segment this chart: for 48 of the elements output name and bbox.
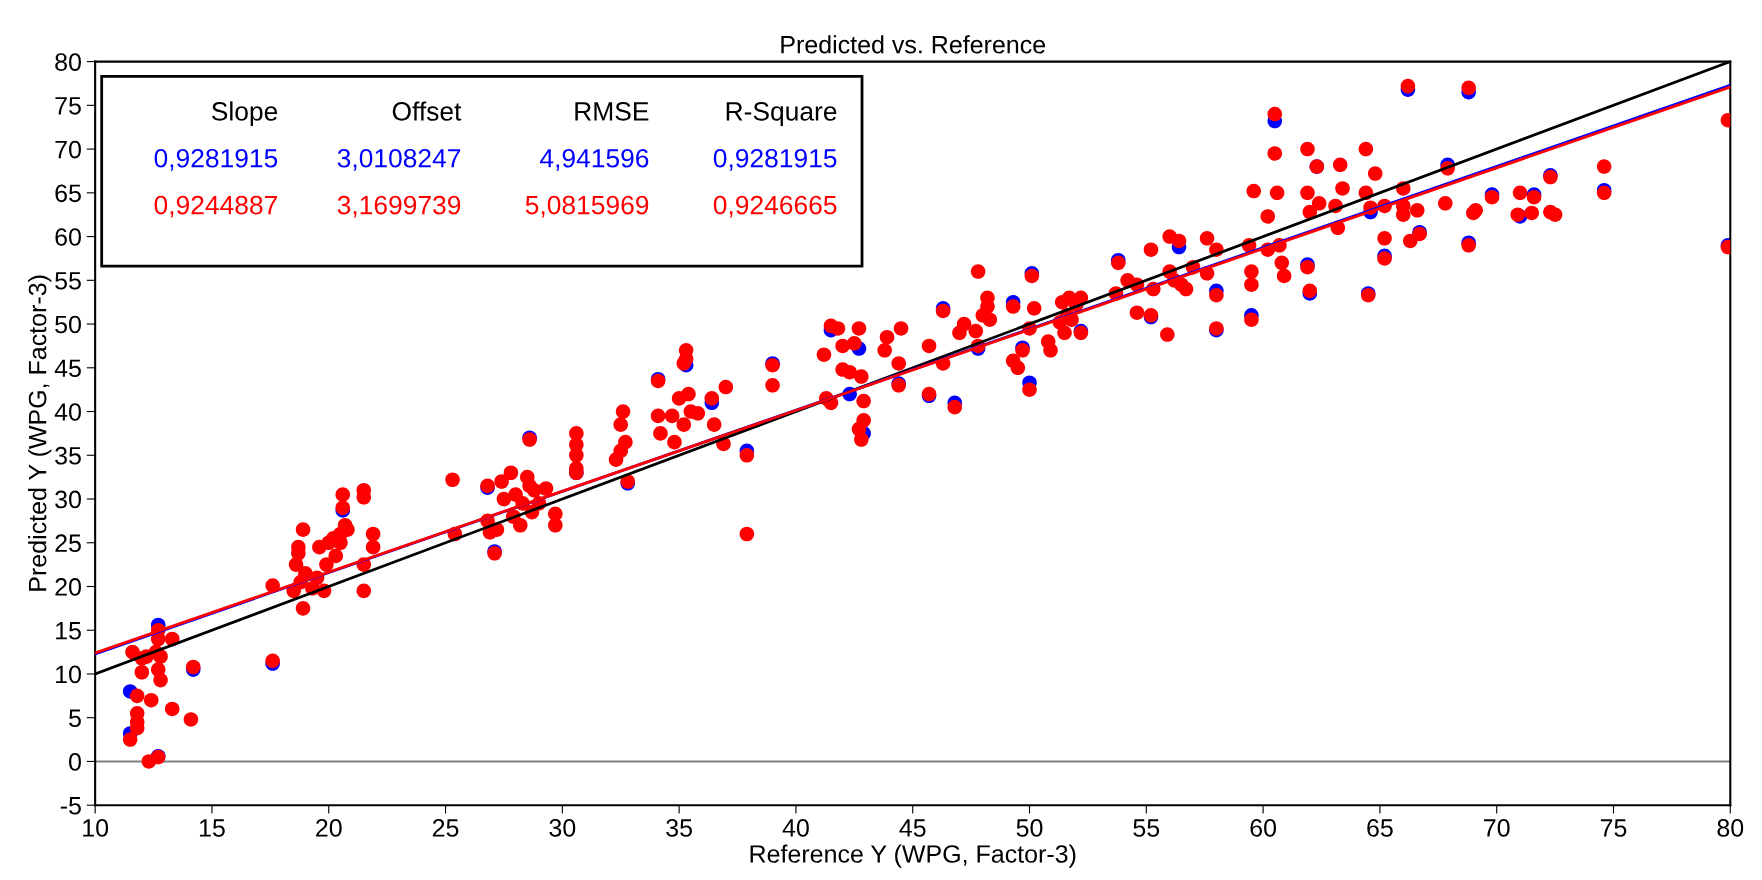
y-tick-label: 30 <box>55 490 81 509</box>
x-tick-label: 55 <box>1133 819 1160 837</box>
y-tick-label: 55 <box>55 272 81 290</box>
y-tick-label: 35 <box>55 446 81 465</box>
chart-title: Predicted vs. Reference <box>781 35 1046 54</box>
x-tick-label: 75 <box>1600 819 1627 837</box>
annotation: 5,0815969 <box>525 195 649 218</box>
annotation: 4,941596 <box>540 148 649 171</box>
annotation: 0,9281915 <box>713 148 837 171</box>
y-tick-label: 45 <box>54 359 81 378</box>
x-tick-label: 80 <box>1717 819 1744 837</box>
y-tick-label: -5 <box>60 797 81 815</box>
y-tick-label: 25 <box>55 534 81 553</box>
x-tick-label: 25 <box>432 819 459 837</box>
x-tick-label: 60 <box>1250 819 1277 837</box>
y-tick-label: 40 <box>54 403 81 421</box>
x-tick-label: 50 <box>1016 819 1043 837</box>
y-tick-label: 80 <box>55 53 81 71</box>
y-tick-label: 75 <box>55 97 81 115</box>
y-tick-label: 70 <box>55 140 81 159</box>
y-tick-label: 15 <box>56 622 81 640</box>
annotation: 0,9281915 <box>154 148 278 171</box>
y-tick-label: 20 <box>55 578 81 596</box>
annotation: 0,9246665 <box>713 195 837 218</box>
x-tick-label: 30 <box>549 819 576 837</box>
y-tick-label: 60 <box>55 228 81 246</box>
x-tick-label: 10 <box>83 819 109 837</box>
x-tick-label: 70 <box>1484 819 1510 837</box>
annotation: R-Square <box>726 102 837 126</box>
x-tick-label: 65 <box>1367 819 1393 837</box>
x-tick-label: 35 <box>666 819 692 837</box>
y-tick-label: 50 <box>55 315 81 334</box>
y-tick-label: 65 <box>55 184 81 203</box>
y-axis-title: Predicted Y (WPG, Factor-3) <box>28 275 52 591</box>
annotation: 3,0108247 <box>337 148 461 171</box>
y-tick-label: 5 <box>69 709 81 728</box>
annotation: Offset <box>392 101 462 121</box>
y-tick-label: 10 <box>56 665 81 684</box>
y-tick-label: 0 <box>69 753 81 771</box>
annotation: 3,1699739 <box>337 195 461 218</box>
x-tick-label: 40 <box>782 819 809 837</box>
x-tick-label: 15 <box>199 819 225 837</box>
x-tick-label: 45 <box>899 819 926 837</box>
annotation: Slope <box>211 101 278 126</box>
x-axis-title: Reference Y (WPG, Factor-3) <box>750 844 1076 868</box>
annotation: 0,9244887 <box>154 195 277 218</box>
annotation: RMSE <box>575 102 649 121</box>
x-tick-label: 20 <box>316 819 342 837</box>
